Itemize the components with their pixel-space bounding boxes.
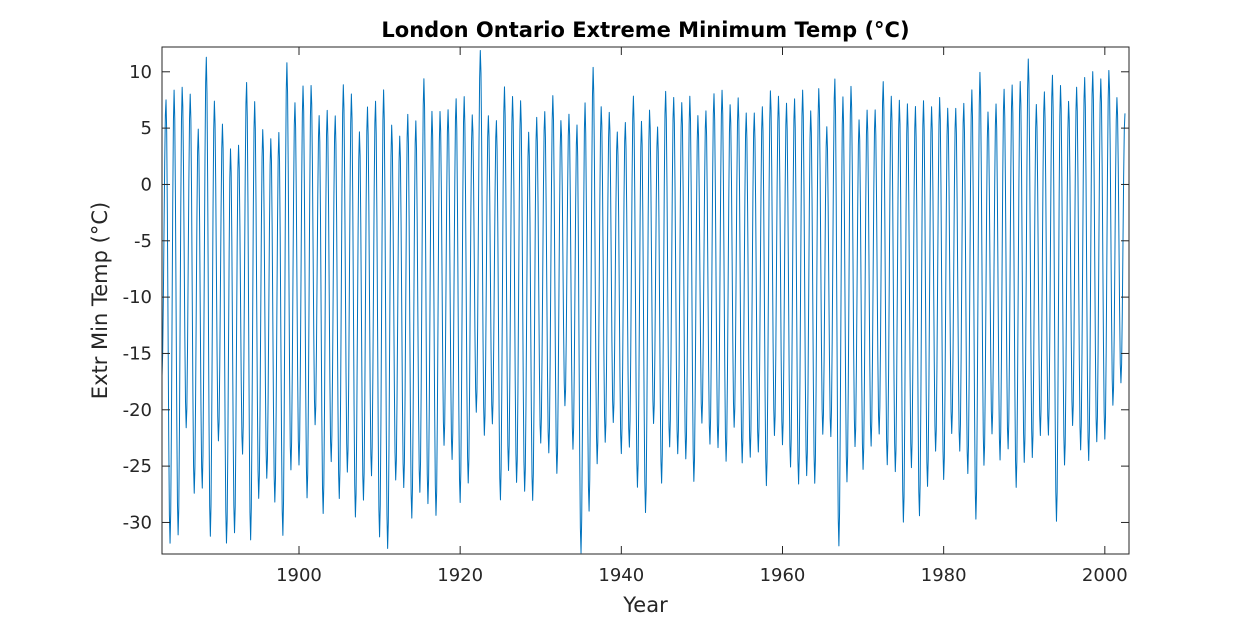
axes-box: [161, 46, 1130, 555]
y-tick-label: 0: [141, 174, 152, 195]
x-tick-label: 2000: [1082, 565, 1128, 586]
y-tick-label: -10: [123, 287, 152, 308]
y-tick-label: -15: [123, 343, 152, 364]
x-axis-label: Year: [622, 593, 668, 617]
x-axis: 1900 1920 1940 1960 1980 2000: [276, 47, 1128, 586]
x-tick-label: 1980: [921, 565, 967, 586]
chart-title: London Ontario Extreme Minimum Temp (°C): [381, 18, 909, 42]
y-tick-label: -5: [134, 231, 152, 252]
x-tick-label: 1920: [437, 565, 483, 586]
y-tick-label: 5: [141, 118, 152, 139]
plot-area: [161, 46, 1130, 555]
y-axis-label: Extr Min Temp (°C): [88, 202, 112, 399]
y-tick-label: -25: [123, 456, 152, 477]
y-tick-label: -30: [123, 512, 152, 533]
x-tick-label: 1900: [276, 565, 322, 586]
y-tick-label: -20: [123, 400, 152, 421]
y-tick-label: 10: [129, 62, 152, 83]
x-tick-label: 1940: [598, 565, 644, 586]
y-axis: 10 5 0 -5 -10 -15 -20 -25 -30: [123, 62, 1129, 533]
x-tick-label: 1960: [760, 565, 806, 586]
series-line: [161, 50, 1126, 554]
